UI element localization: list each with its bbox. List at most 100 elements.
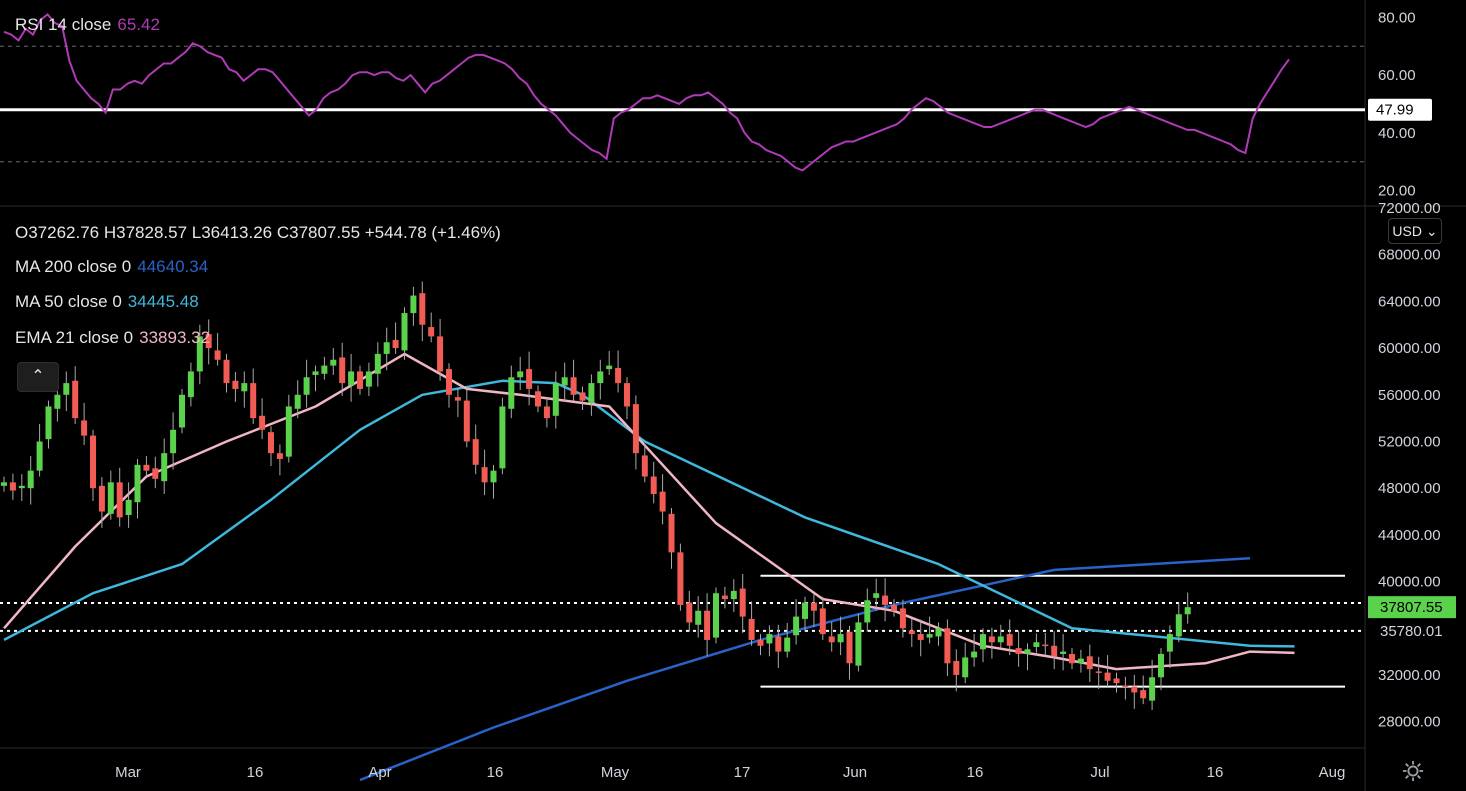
price-ytick-label: 60000.00 — [1378, 340, 1441, 357]
candle-body — [134, 464, 141, 503]
time-axis-label: Aug — [1319, 764, 1346, 781]
time-axis-label: 16 — [1207, 764, 1224, 781]
ema21-legend: EMA 21 close 0 33893.32 — [15, 328, 210, 348]
candle-body — [499, 406, 506, 469]
candle-body — [1131, 686, 1138, 693]
candle-body — [196, 336, 203, 372]
candle-body — [241, 383, 248, 392]
candle-body — [401, 313, 408, 351]
candle-body — [45, 406, 52, 440]
candle-body — [837, 634, 844, 643]
price-ytick-label: 48000.00 — [1378, 480, 1441, 497]
last-price-label: 37807.55 — [1380, 599, 1443, 616]
rsi-level-label: 47.99 — [1376, 102, 1414, 119]
candle-body — [695, 610, 702, 625]
candle-body — [481, 467, 488, 483]
candle-body — [1095, 671, 1102, 673]
last-price-label-bg — [1368, 596, 1456, 619]
chevron-up-icon: ⌃ — [31, 368, 45, 385]
rsi-ytick-label: 80.00 — [1378, 9, 1416, 26]
candle-body — [9, 482, 16, 491]
candle-body — [793, 616, 800, 636]
price-ytick-label: 64000.00 — [1378, 293, 1441, 310]
candle-body — [641, 455, 648, 477]
candle-body — [1077, 658, 1084, 664]
candle-body — [107, 482, 114, 514]
candle-body — [757, 639, 764, 646]
candle-body — [926, 634, 933, 638]
candle-body — [348, 371, 355, 386]
candle-body — [98, 485, 105, 512]
candle-body — [526, 369, 533, 389]
candle-body — [330, 359, 337, 366]
candle-body — [161, 453, 168, 482]
rsi-ytick-label: 40.00 — [1378, 125, 1416, 142]
candle-body — [543, 406, 550, 419]
candle-body — [997, 636, 1004, 643]
candle-body — [775, 636, 782, 652]
candle-body — [383, 342, 390, 354]
candle-body — [268, 432, 274, 454]
ema21-label: EMA 21 close 0 — [15, 328, 134, 347]
series-line-2 — [3, 352, 1295, 671]
rsi-ytick-label: 60.00 — [1378, 67, 1416, 84]
collapse-legend-button[interactable]: ⌃ — [17, 362, 59, 392]
candle-body — [668, 513, 675, 553]
candle-body — [1140, 690, 1147, 699]
candle-body — [1024, 649, 1031, 654]
candle-body — [250, 383, 257, 419]
candle-body — [374, 353, 381, 374]
ma50-legend: MA 50 close 0 34445.48 — [15, 292, 199, 312]
price-ytick-label: 28000.00 — [1378, 714, 1441, 731]
candle-body — [312, 371, 319, 375]
candle-body — [508, 377, 515, 409]
candle-body — [18, 485, 25, 489]
candle-body — [908, 630, 915, 635]
candle-body — [1166, 634, 1173, 652]
candle-body — [1, 482, 7, 486]
time-axis-label: 16 — [967, 764, 984, 781]
candle-body — [365, 371, 372, 387]
candle-body — [917, 634, 924, 640]
candle-body — [1175, 614, 1182, 637]
candle-body — [116, 482, 123, 518]
candle-body — [90, 435, 96, 489]
candles-group — [1, 281, 1191, 710]
time-axis-label: May — [601, 764, 630, 781]
candle-body — [552, 383, 559, 416]
candle-body — [143, 464, 150, 471]
candle-body — [650, 476, 657, 495]
candle-body — [632, 404, 639, 454]
candle-body — [980, 634, 986, 650]
price-ytick-label: 40000.00 — [1378, 574, 1441, 591]
candle-body — [1015, 648, 1022, 654]
time-axis-label: Jul — [1090, 764, 1109, 781]
price-level-label: 35780.01 — [1380, 623, 1443, 640]
candle-body — [63, 383, 70, 395]
currency-selector[interactable]: USD ⌄ — [1388, 218, 1442, 244]
candle-body — [891, 604, 897, 611]
candle-body — [54, 394, 61, 409]
candle-body — [828, 636, 835, 643]
candle-body — [187, 371, 194, 398]
candle-body — [784, 637, 791, 652]
candle-body — [935, 628, 942, 637]
gear-icon[interactable] — [1402, 760, 1424, 782]
candle-body — [899, 608, 906, 629]
candle-body — [882, 595, 889, 605]
rsi-value: 65.42 — [117, 15, 160, 34]
series-line-1 — [3, 379, 1295, 648]
candle-body — [802, 602, 808, 619]
candle-body — [624, 383, 630, 407]
candle-body — [339, 357, 346, 384]
candle-body — [944, 628, 951, 664]
ma50-value: 34445.48 — [127, 292, 199, 311]
ma200-value: 44640.34 — [137, 257, 209, 276]
price-ytick-label: 52000.00 — [1378, 433, 1441, 450]
candle-body — [615, 367, 622, 384]
candle-body — [419, 293, 426, 325]
candle-body — [214, 350, 221, 360]
candle-body — [535, 391, 541, 407]
price-ytick-label: 32000.00 — [1378, 667, 1441, 684]
